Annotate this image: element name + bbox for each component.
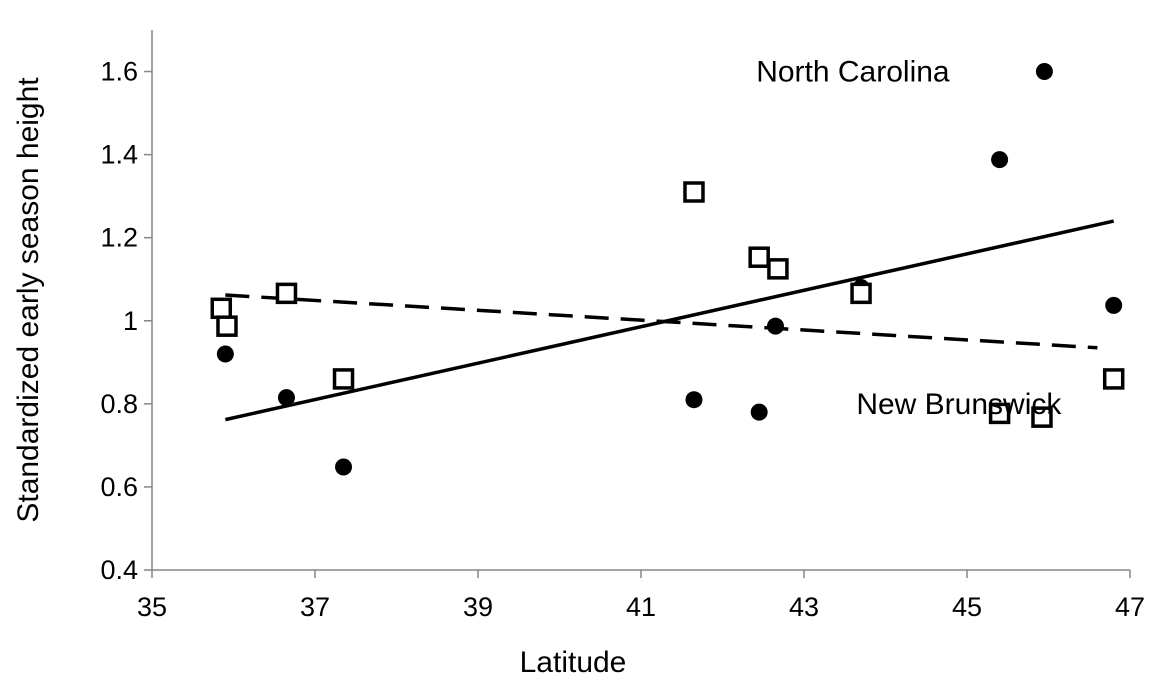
circle-marker <box>277 389 295 407</box>
x-tick-label: 35 <box>137 592 167 622</box>
x-tick-label: 41 <box>626 592 656 622</box>
circle-marker <box>1105 296 1123 314</box>
square-marker <box>332 368 355 390</box>
labels: 0.4 0.6 0.8 1 1.2 1.4 1.6 35 37 39 41 43 45 47 Latitud… <box>12 56 1145 677</box>
x-axis-title: Latitude <box>520 646 627 677</box>
y-tick-label: 0.4 <box>100 555 138 585</box>
square-marker <box>1031 406 1053 428</box>
y-tick-label: 1.4 <box>100 140 138 170</box>
square-marker <box>767 258 789 280</box>
trendlines <box>224 219 1115 422</box>
x-tick-label: 47 <box>1115 592 1145 622</box>
circle-marker <box>685 391 703 409</box>
circle-marker <box>216 345 234 363</box>
square-marker <box>988 402 1011 425</box>
trendline-dashed <box>225 293 1098 350</box>
annotation-label: North Carolina <box>756 56 950 89</box>
circle-marker <box>1035 63 1053 81</box>
circle-marker <box>335 458 353 476</box>
y-tick-label: 0.8 <box>100 389 138 419</box>
square-marker <box>275 282 298 305</box>
y-tick-label: 1 <box>123 306 138 336</box>
square-marker <box>850 282 872 305</box>
circle-marker <box>766 317 784 335</box>
square-marker <box>210 297 233 320</box>
circle-marker <box>991 151 1009 169</box>
square-marker <box>748 246 770 268</box>
circle-marker <box>750 403 768 421</box>
markers <box>210 63 1125 476</box>
square-marker <box>1102 368 1125 390</box>
x-tick-label: 43 <box>789 592 819 622</box>
x-tick-label: 45 <box>952 592 982 622</box>
y-tick-label: 0.6 <box>100 472 138 502</box>
x-tick-label: 39 <box>463 592 493 622</box>
axes <box>144 30 1131 578</box>
annotation-label: New Brunswick <box>856 388 1062 421</box>
y-tick-label: 1.6 <box>100 57 138 87</box>
square-marker <box>216 315 238 337</box>
x-tick-label: 37 <box>300 592 330 622</box>
square-marker <box>683 181 705 203</box>
y-tick-label: 1.2 <box>100 223 138 253</box>
y-axis-title: Standardized early season height <box>12 77 45 523</box>
